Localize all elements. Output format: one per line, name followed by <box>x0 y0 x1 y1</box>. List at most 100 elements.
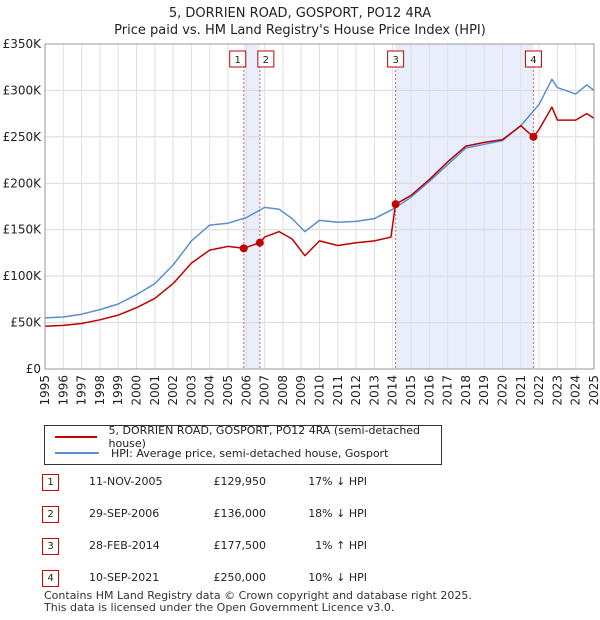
y-tick-label: £200K <box>3 176 43 190</box>
chart-title: 5, DORRIEN ROAD, GOSPORT, PO12 4RA <box>169 6 431 21</box>
transaction-label: 1 <box>235 55 241 66</box>
chart-subtitle: Price paid vs. HM Land Registry's House … <box>114 23 486 38</box>
transaction-date: 11-NOV-2005 <box>89 475 163 488</box>
transaction-number: 3 <box>42 538 59 555</box>
y-tick-label: £50K <box>10 316 42 330</box>
x-tick: 1998 <box>93 375 107 406</box>
x-tick-label: 2014 <box>386 375 400 406</box>
x-tick-label: 2001 <box>148 375 162 406</box>
table-row: 3 28-FEB-2014 £177,500 1% ↑ HPI <box>42 538 402 556</box>
x-tick-label: 2022 <box>532 375 546 406</box>
x-tick: 2018 <box>459 375 473 406</box>
transaction-date: 10-SEP-2021 <box>89 571 160 584</box>
x-tick-label: 2000 <box>130 375 144 406</box>
series-line-hpi <box>44 78 595 319</box>
x-tick: 2012 <box>349 375 363 406</box>
transaction-date: 28-FEB-2014 <box>89 539 160 552</box>
transaction-hpi: 10% ↓ HPI <box>308 571 367 584</box>
x-tick-label: 2018 <box>459 375 473 406</box>
plot-frame <box>44 43 595 370</box>
x-tick: 2004 <box>203 375 217 406</box>
x-tick-label: 2002 <box>166 375 180 406</box>
transaction-hpi: 1% ↑ HPI <box>315 539 367 552</box>
x-tick-label: 1997 <box>75 375 89 406</box>
x-tick-label: 2016 <box>422 375 436 406</box>
x-tick-label: 2011 <box>331 375 345 406</box>
x-tick-label: 2010 <box>313 375 327 406</box>
shaded-period <box>395 44 534 369</box>
table-row: 1 11-NOV-2005 £129,950 17% ↓ HPI <box>42 474 402 492</box>
x-tick: 2022 <box>532 375 546 406</box>
x-tick: 2000 <box>130 375 144 406</box>
shaded-period <box>243 44 260 369</box>
x-tick-label: 1998 <box>93 375 107 406</box>
y-tick-label: £0 <box>26 362 41 376</box>
sale-marker <box>239 244 248 253</box>
transaction-label-box <box>524 50 542 68</box>
transaction-price: £129,950 <box>213 475 267 488</box>
x-tick: 1995 <box>38 375 52 406</box>
x-tick: 2010 <box>313 375 327 406</box>
x-tick-label: 2021 <box>514 375 528 406</box>
x-tick: 2016 <box>422 375 436 406</box>
x-tick-label: 2023 <box>550 375 564 406</box>
x-tick: 2009 <box>294 375 308 406</box>
x-tick: 2017 <box>441 375 455 406</box>
table-row: 4 10-SEP-2021 £250,000 10% ↓ HPI <box>42 570 402 588</box>
x-tick: 2020 <box>496 375 510 406</box>
transaction-price: £177,500 <box>213 539 267 552</box>
x-tick: 2015 <box>404 375 418 406</box>
y-tick-label: £300K <box>3 83 43 97</box>
x-tick-label: 1995 <box>38 375 52 406</box>
transaction-number: 1 <box>42 474 59 491</box>
x-tick-label: 2017 <box>441 375 455 406</box>
transaction-number: 4 <box>42 570 59 587</box>
y-tick-label: £250K <box>3 130 43 144</box>
x-tick-label: 2008 <box>276 375 290 406</box>
footer-copyright: Contains HM Land Registry data © Crown c… <box>44 589 472 602</box>
footer-attribution: Contains HM Land Registry data © Crown c… <box>44 590 472 614</box>
x-tick: 2019 <box>477 375 491 406</box>
x-tick-label: 2007 <box>258 375 272 406</box>
transaction-label: 3 <box>392 55 398 66</box>
legend-item-hpi: HPI: Average price, semi-detached house,… <box>55 445 388 461</box>
x-tick-label: 2025 <box>587 375 600 406</box>
x-tick-label: 2019 <box>477 375 491 406</box>
footer-licence: This data is licensed under the Open Gov… <box>44 601 395 614</box>
transaction-price: £250,000 <box>213 571 267 584</box>
x-tick-label: 2012 <box>349 375 363 406</box>
transaction-hpi: 17% ↓ HPI <box>308 475 367 488</box>
x-tick-label: 2004 <box>203 375 217 406</box>
x-tick-label: 1999 <box>111 375 125 406</box>
legend-swatch-property <box>55 436 97 438</box>
x-tick-label: 1996 <box>56 375 70 406</box>
transaction-number: 2 <box>42 506 59 523</box>
x-tick: 2001 <box>148 375 162 406</box>
x-tick-label: 2009 <box>294 375 308 406</box>
x-tick: 2024 <box>569 375 583 406</box>
x-tick-label: 2013 <box>367 375 381 406</box>
x-tick-label: 2020 <box>496 375 510 406</box>
legend-label-hpi: HPI: Average price, semi-detached house,… <box>111 446 389 460</box>
chart-legend: 5, DORRIEN ROAD, GOSPORT, PO12 4RA (semi… <box>44 424 442 465</box>
transaction-label: 2 <box>263 55 269 66</box>
x-tick: 2006 <box>239 375 253 406</box>
transaction-label: 4 <box>530 55 536 66</box>
y-tick-label: £350K <box>3 37 43 51</box>
x-tick-label: 2005 <box>221 375 235 406</box>
x-tick: 2023 <box>550 375 564 406</box>
x-tick: 2007 <box>258 375 272 406</box>
x-tick: 1996 <box>56 375 70 406</box>
y-tick-label: £100K <box>3 269 43 283</box>
price-chart: 5, DORRIEN ROAD, GOSPORT, PO12 4RA Price… <box>3 6 600 406</box>
x-tick-label: 2015 <box>404 375 418 406</box>
x-tick: 2005 <box>221 375 235 406</box>
x-tick: 2021 <box>514 375 528 406</box>
x-tick: 2014 <box>386 375 400 406</box>
x-tick-label: 2006 <box>239 375 253 406</box>
x-tick: 2008 <box>276 375 290 406</box>
transaction-label-box <box>229 50 247 68</box>
x-tick: 2011 <box>331 375 345 406</box>
legend-swatch-hpi <box>55 452 99 454</box>
legend-label-property: 5, DORRIEN ROAD, GOSPORT, PO12 4RA (semi… <box>108 424 421 450</box>
